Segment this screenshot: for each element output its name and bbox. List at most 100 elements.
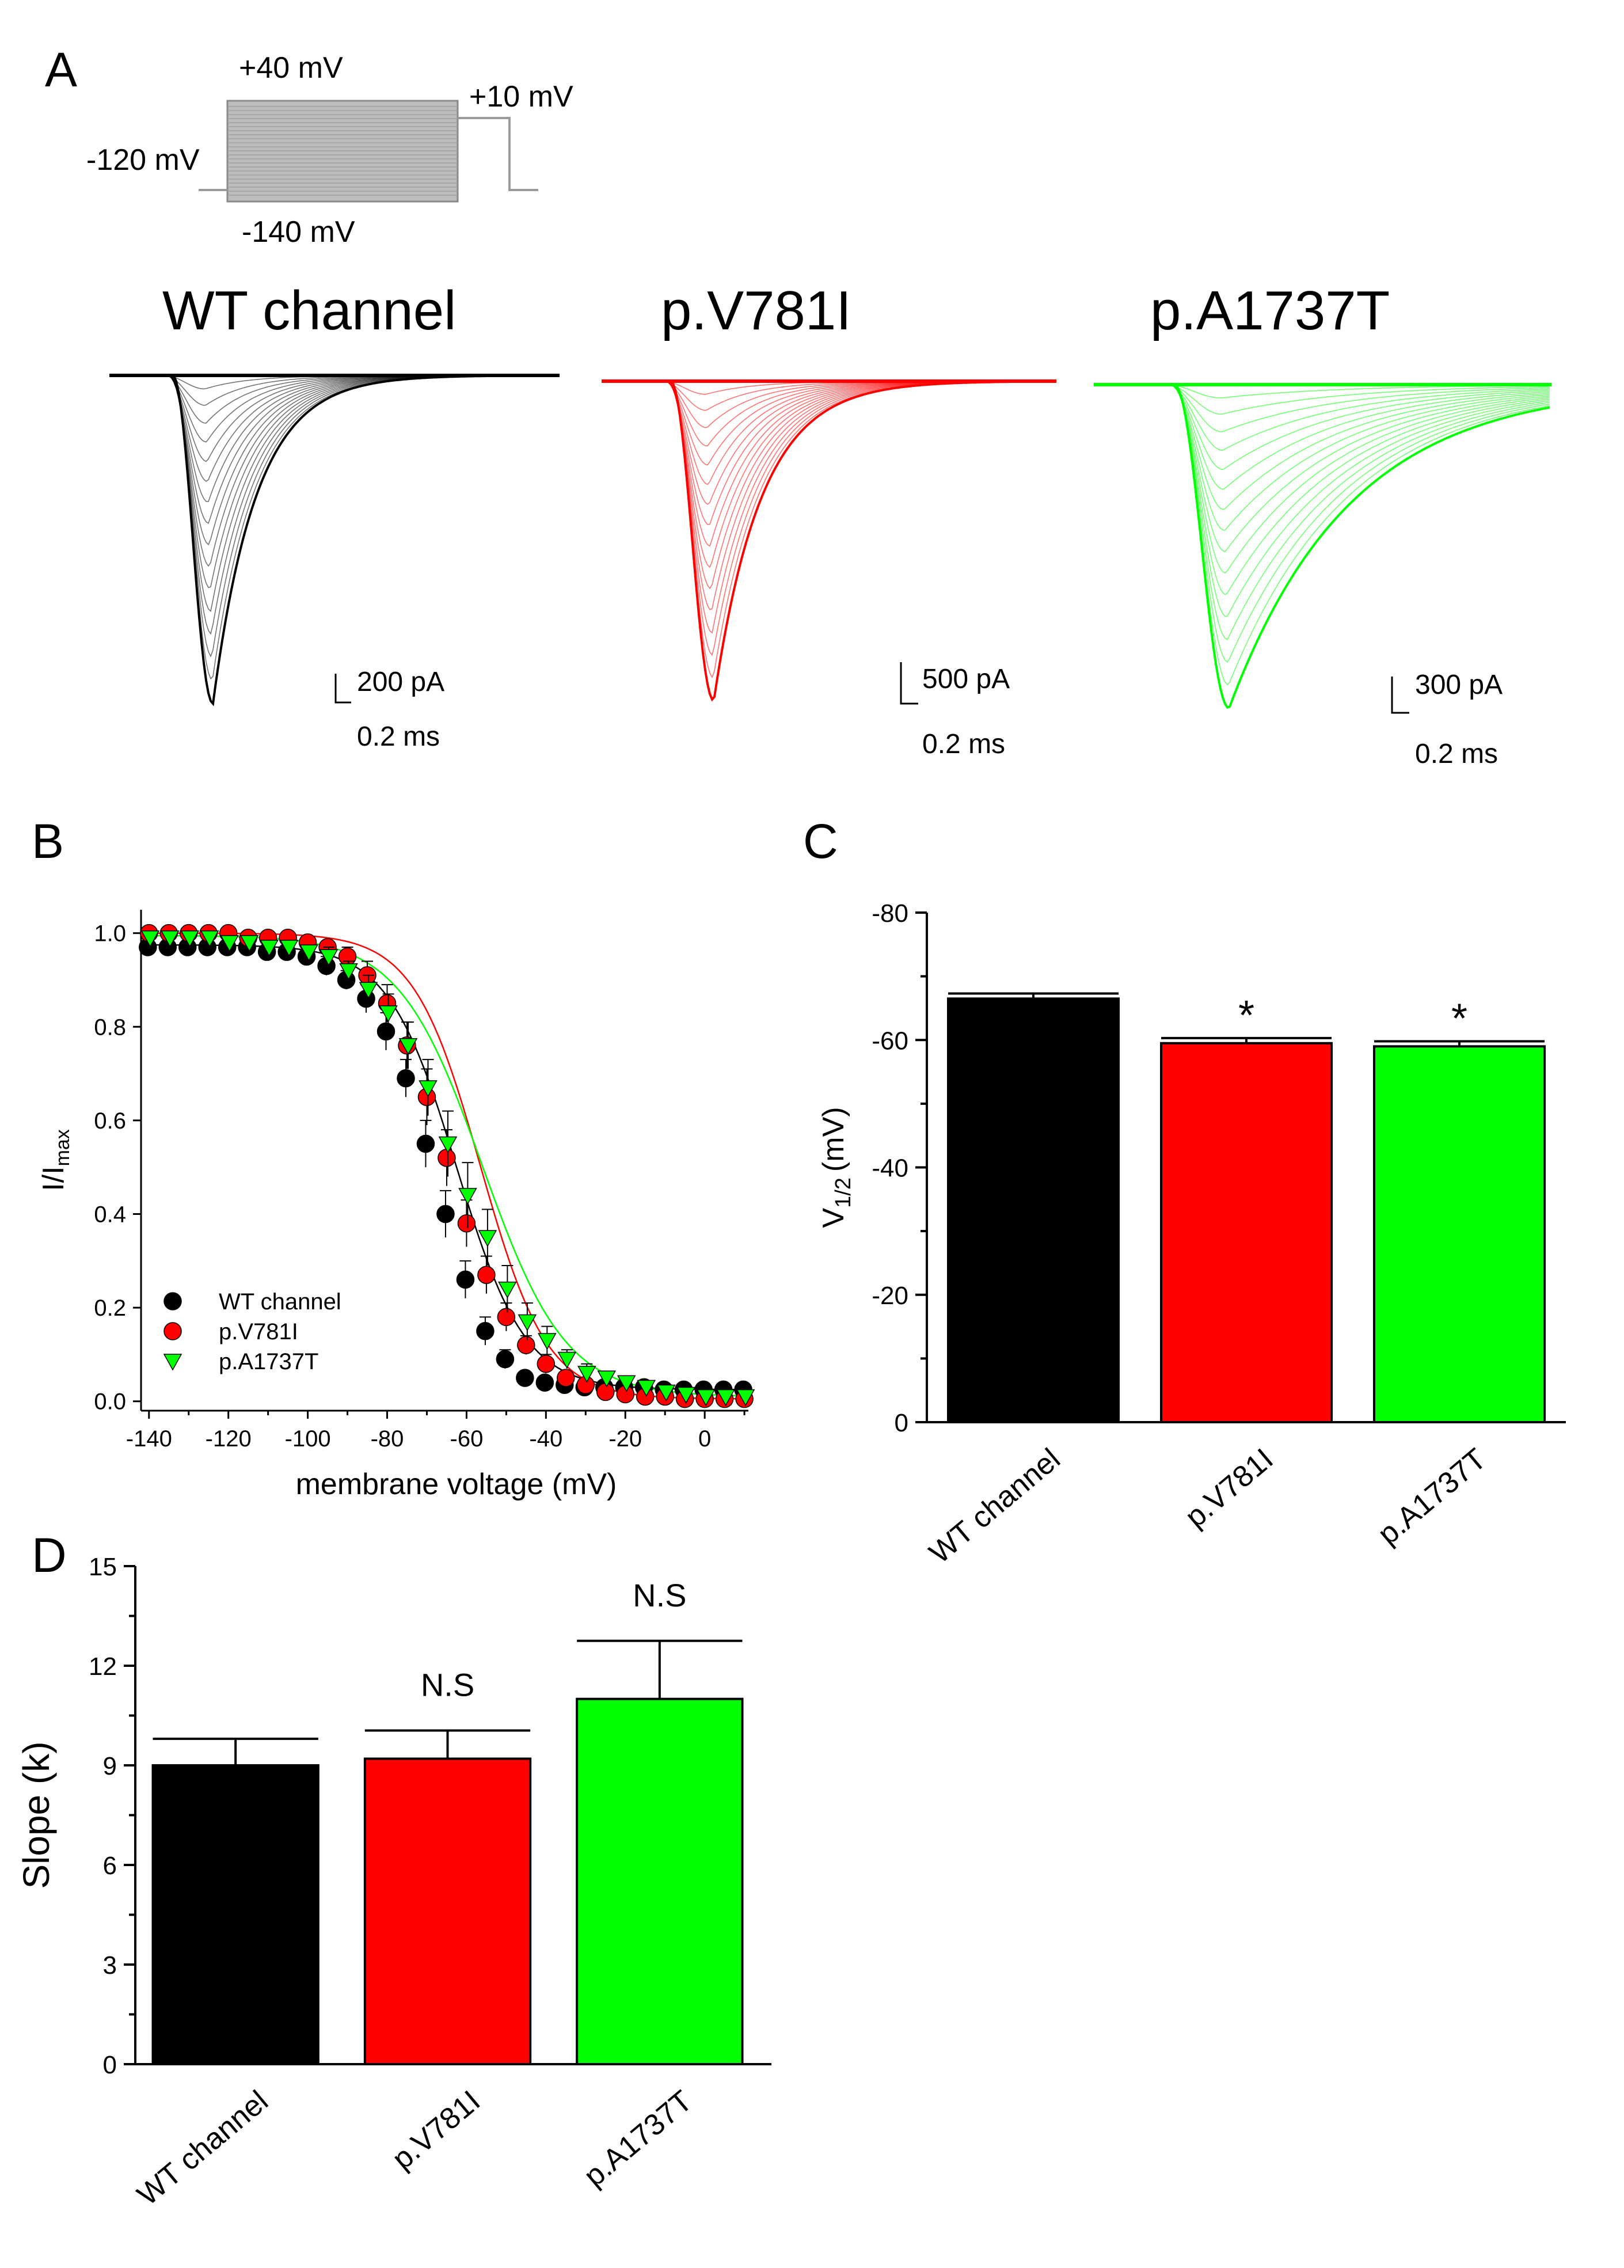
legend-marker-a1737t (163, 1354, 182, 1371)
data-point-a1737t (557, 1351, 577, 1369)
trace-a1737t (1094, 384, 1550, 399)
category-label-a1737t: p.A1737T (578, 2084, 699, 2193)
protocol-top-voltage: +40 mV (239, 51, 343, 85)
scale-time-wt: 0.2 ms (357, 721, 440, 752)
data-point-a1737t (676, 1386, 695, 1404)
trace-a1737t (1094, 384, 1550, 490)
y-tick-label: 0 (103, 2051, 117, 2079)
data-point-wt (456, 1270, 475, 1289)
data-point-a1737t (538, 1333, 557, 1350)
data-point-a1737t (577, 1366, 596, 1383)
data-point-a1737t (299, 944, 318, 962)
data-point-a1737t (438, 1136, 458, 1154)
scale-time-a1737t: 0.2 ms (1415, 739, 1498, 769)
data-point-a1737t (359, 982, 378, 999)
y-axis-title: I/Imax (37, 1129, 74, 1191)
data-point-v781i (596, 1382, 615, 1401)
panel-letter-b: B (32, 814, 64, 868)
protocol-test-voltage: +10 mV (469, 80, 573, 113)
legend-marker-wt (163, 1292, 182, 1310)
trace-title-v781i: p.V781I (661, 280, 851, 341)
trace-a1737t (1094, 384, 1550, 531)
current-traces-v781i (602, 379, 1056, 702)
data-point-wt (376, 1022, 395, 1041)
y-tick-label: 6 (103, 1852, 117, 1880)
data-point-a1737t (498, 1281, 517, 1299)
inactivation-curve-chart: 0.0 0.2 0.4 0.6 0.8 1.0 -140 -120 -100 -80 -60 -40 -… (37, 910, 755, 1501)
data-point-a1737t (597, 1370, 617, 1388)
trace-v781i (602, 381, 1055, 466)
trace-wt (109, 375, 558, 612)
data-point-v781i (438, 1149, 456, 1167)
data-point-a1737t (458, 1188, 477, 1205)
y-tick-label: -80 (872, 899, 908, 928)
category-label-a1737t: p.A1737T (1372, 1442, 1493, 1551)
data-point-wt (416, 1134, 435, 1153)
current-traces-wt (109, 374, 560, 706)
data-point-a1737t (339, 963, 358, 981)
x-axis-title: membrane voltage (mV) (296, 1468, 617, 1501)
bar-a1737t (1373, 1045, 1546, 1423)
panel-letter-c: C (803, 814, 838, 868)
y-tick-label: -60 (872, 1027, 908, 1055)
data-point-wt (436, 1205, 455, 1224)
data-point-v781i (557, 1369, 575, 1387)
y-tick-label: 9 (103, 1752, 117, 1780)
scale-current-wt: 200 pA (357, 667, 444, 697)
trace-wt (109, 375, 559, 635)
trace-a1737t (1094, 384, 1550, 617)
data-point-v781i (497, 1308, 516, 1327)
trace-v781i (602, 381, 1055, 610)
data-point-a1737t (637, 1380, 656, 1397)
data-point-a1737t (180, 930, 200, 948)
scale-bar-a1737t: 300 pA 0.2 ms (1391, 670, 1503, 769)
y-axis-title: Slope (k) (16, 1741, 57, 1889)
x-tick-label: -40 (529, 1426, 562, 1452)
data-point-v781i (477, 1266, 496, 1284)
scale-current-a1737t: 300 pA (1415, 670, 1503, 700)
bar-wt (151, 1764, 320, 2065)
chart-legend: WT channel p.V781I p.A1737T (163, 1289, 341, 1374)
category-label-v781i: p.V781I (386, 2084, 487, 2176)
category-label-v781i: p.V781I (1179, 1442, 1280, 1534)
scale-current-v781i: 500 pA (922, 664, 1010, 694)
data-point-wt (476, 1322, 495, 1340)
trace-v781i (602, 381, 1055, 679)
trace-v781i (602, 380, 1055, 702)
y-tick-label: 0.8 (94, 1015, 126, 1040)
y-tick-label: 0.6 (94, 1108, 126, 1134)
data-point-a1737t (617, 1375, 636, 1392)
data-point-v781i (338, 947, 357, 966)
protocol-hold-voltage: -120 mV (86, 143, 200, 177)
data-point-v781i (537, 1354, 556, 1373)
data-point-a1737t (419, 1080, 438, 1097)
category-label-wt: WT channel (131, 2084, 275, 2212)
y-tick-label: 12 (89, 1652, 117, 1681)
y-tick-label: 0.4 (94, 1202, 126, 1228)
y-axis-title: V1/2(mV) (817, 1107, 855, 1228)
trace-wt (109, 375, 558, 567)
current-traces-a1737t (1094, 383, 1551, 709)
y-tick-label: 15 (89, 1553, 117, 1581)
data-point-a1737t (518, 1314, 537, 1332)
data-point-a1737t (200, 930, 219, 948)
x-tick-label: -20 (608, 1426, 642, 1452)
bar-wt (947, 997, 1120, 1423)
data-point-a1737t (398, 1038, 418, 1055)
trace-v781i (602, 381, 1055, 547)
data-point-a1737t (716, 1389, 735, 1407)
trace-v781i (602, 381, 1056, 590)
data-point-wt (535, 1373, 554, 1392)
x-tick-label: -80 (371, 1426, 404, 1452)
data-point-a1737t (239, 935, 259, 952)
bar-v781i (363, 1757, 532, 2065)
x-tick-label: -60 (450, 1426, 484, 1452)
x-tick-label: -120 (206, 1426, 252, 1452)
data-point-a1737t (696, 1389, 716, 1407)
trace-title-wt: WT channel (162, 280, 456, 341)
legend-label-a1737t: p.A1737T (219, 1349, 318, 1374)
trace-wt (109, 374, 558, 706)
data-point-wt (496, 1350, 515, 1369)
trace-v781i (602, 381, 1055, 505)
